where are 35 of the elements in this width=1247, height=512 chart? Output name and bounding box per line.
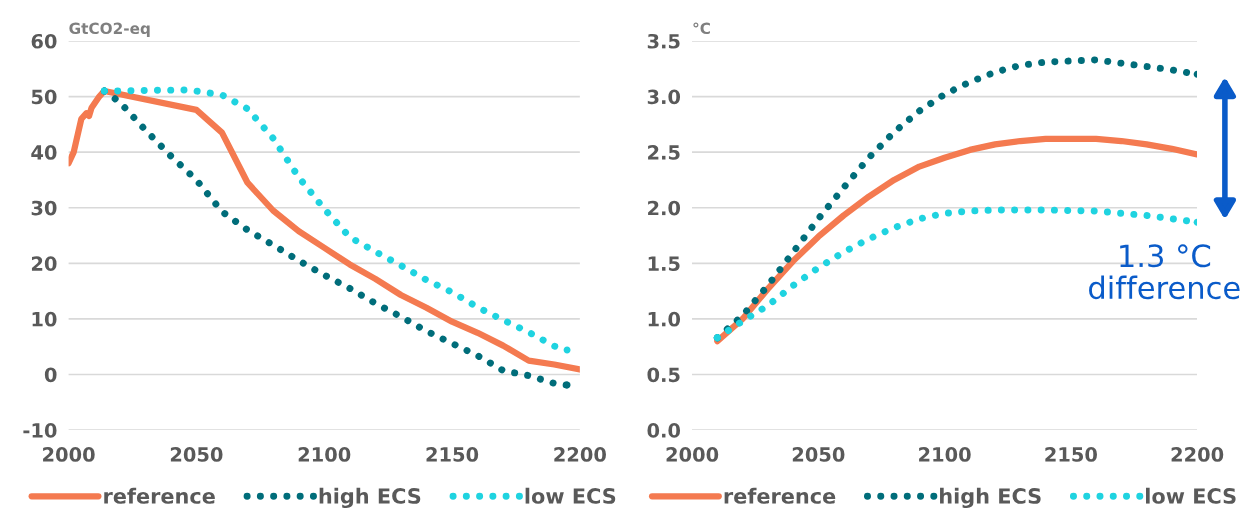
x-tick-label: 2100 <box>298 447 351 462</box>
x-tick-label: 2000 <box>666 447 719 462</box>
x-tick-label: 2050 <box>792 447 845 462</box>
x-tick-label: 2100 <box>919 447 971 462</box>
y-tick-label: 30 <box>31 200 57 216</box>
x-tick-label: 2050 <box>170 447 223 462</box>
x-tick-label: 2200 <box>1171 447 1224 462</box>
x-tick-label: 2000 <box>43 447 95 462</box>
y-tick-label: 20 <box>31 256 57 271</box>
x-tick-label: 2150 <box>426 447 479 462</box>
legend-label: reference <box>104 487 215 504</box>
y-tick-label: 0.5 <box>647 367 680 383</box>
y-tick-label: 0.0 <box>647 423 681 438</box>
legend-label: low ECS <box>525 487 616 504</box>
legend-label: low ECS <box>1146 487 1236 504</box>
annotation: 1.3 °C difference <box>1089 244 1240 300</box>
y-axis-title: GtCO2-eq <box>69 22 150 38</box>
x-tick-label: 2200 <box>554 447 606 462</box>
x-tick-label: 2150 <box>1045 447 1097 462</box>
y-axis-title: °C <box>693 22 710 35</box>
y-tick-label: 1.5 <box>648 256 680 271</box>
y-tick-label: 10 <box>32 311 57 327</box>
legend-label: reference <box>724 487 836 504</box>
y-tick-label: 3.5 <box>647 33 680 49</box>
y-tick-label: 3.0 <box>647 89 681 105</box>
y-tick-label: 60 <box>31 33 57 49</box>
y-tick-label: 2.5 <box>648 145 680 160</box>
y-tick-label: 0 <box>44 367 57 383</box>
legend-label: high ECS <box>940 487 1041 509</box>
y-tick-label: 50 <box>31 89 57 105</box>
y-tick-label: 1.0 <box>648 311 681 327</box>
legend-label: high ECS <box>319 487 421 509</box>
y-tick-label: 40 <box>31 145 57 160</box>
y-tick-label: 2.0 <box>648 200 681 216</box>
y-tick-label: -10 <box>23 423 57 438</box>
